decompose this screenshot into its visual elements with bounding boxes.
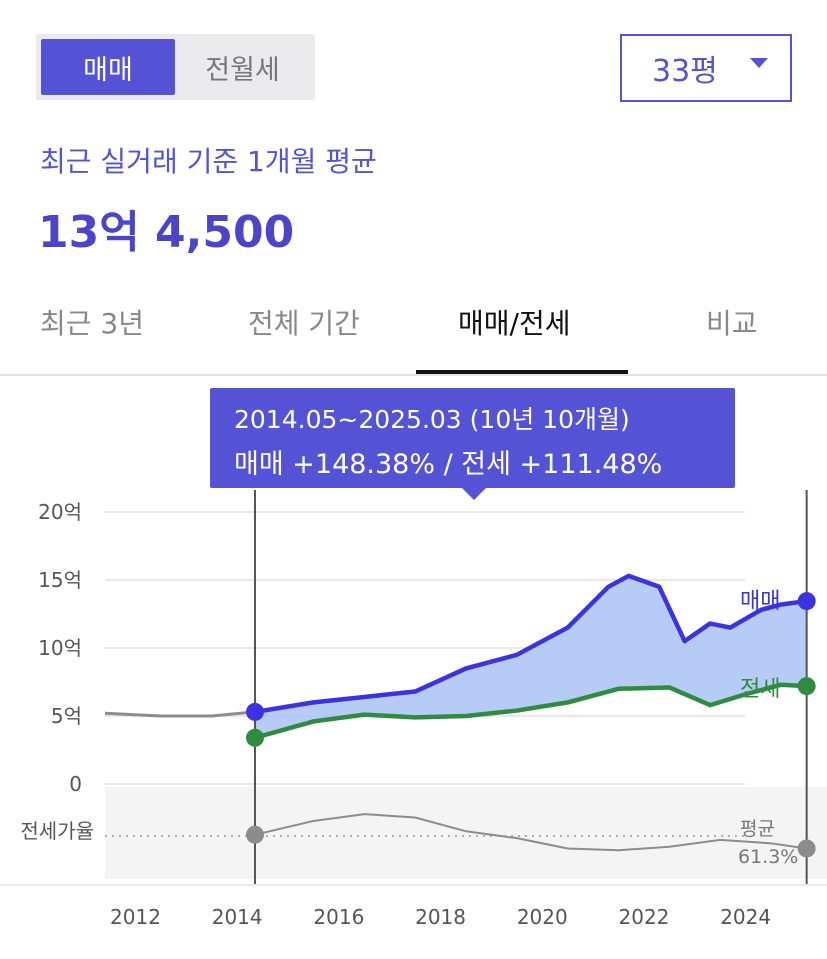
y-tick-label: 0 <box>69 772 82 796</box>
sale-line <box>254 573 807 715</box>
period-tooltip: 2014.05~2025.03 (10년 10개월) 매매 +148.38% /… <box>210 388 735 488</box>
rent-toggle-button[interactable]: 전월세 <box>205 54 280 86</box>
tab-sale-jeonse[interactable]: 매매/전세 <box>458 307 571 340</box>
sale-toggle-button[interactable]: 매매 <box>41 39 175 95</box>
x-tick-label: 2024 <box>720 905 771 929</box>
chart-tabs: 최근 3년 전체 기간 매매/전세 비교 <box>0 288 827 376</box>
ratio-average-value: 61.3% <box>738 846 798 868</box>
sale-jeonse-gap-area <box>254 575 807 738</box>
y-tick-label: 20억 <box>38 500 82 524</box>
tooltip-arrow <box>462 488 486 500</box>
x-tick-label: 2014 <box>212 905 263 929</box>
jeonse-start-point <box>245 728 264 747</box>
x-tick-label: 2012 <box>110 905 161 929</box>
jeonse-line <box>254 682 807 740</box>
area-select[interactable]: 33평 <box>620 34 792 102</box>
ratio-average-label: 평균 <box>740 818 775 840</box>
x-tick-label: 2022 <box>619 905 670 929</box>
trade-type-toggle: 매매 전월세 <box>36 34 315 100</box>
tab-all-period[interactable]: 전체 기간 <box>248 307 360 340</box>
price-subtitle: 최근 실거래 기준 1개월 평균 <box>40 145 377 178</box>
x-tick-label: 2018 <box>415 905 466 929</box>
ratio-panel-background <box>105 787 827 879</box>
tooltip-change: 매매 +148.38% / 전세 +111.48% <box>234 449 663 480</box>
tab-compare[interactable]: 비교 <box>706 307 758 340</box>
x-tick-label: 2016 <box>313 905 364 929</box>
tooltip-period: 2014.05~2025.03 (10년 10개월) <box>234 405 630 434</box>
tab-recent-3y[interactable]: 최근 3년 <box>40 307 144 340</box>
average-price: 13억 4,500 <box>38 207 295 258</box>
sale-end-point <box>797 592 816 611</box>
price-chart[interactable]: 20억 15억 10억 5억 0 2012 2014 2016 2018 2020 2022 2024… <box>0 490 827 959</box>
sale-start-point <box>245 702 264 721</box>
ratio-start-point <box>245 825 264 844</box>
sale-series-label: 매매 <box>740 589 780 614</box>
active-tab-indicator <box>416 370 628 374</box>
y-tick-label: 10억 <box>38 636 82 660</box>
y-tick-label: 5억 <box>51 704 82 728</box>
ratio-end-point <box>797 839 816 858</box>
caret-down-icon <box>750 58 768 68</box>
sale-history-line <box>104 710 256 718</box>
ratio-axis-label: 전세가율 <box>20 819 94 843</box>
area-select-value: 33평 <box>652 54 718 89</box>
y-tick-label: 15억 <box>38 568 82 592</box>
jeonse-ratio-line <box>254 813 807 852</box>
jeonse-end-point <box>797 677 816 696</box>
jeonse-series-label: 전세 <box>740 677 780 702</box>
x-tick-label: 2020 <box>517 905 568 929</box>
